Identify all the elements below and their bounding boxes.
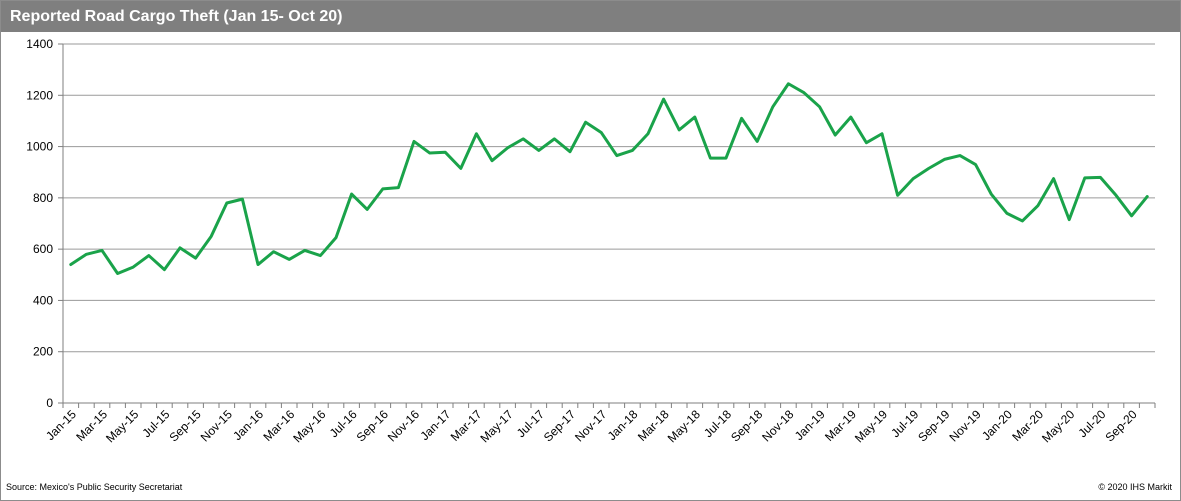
chart-title: Reported Road Cargo Theft (Jan 15- Oct 2… [10, 8, 343, 25]
y-tick-label: 1400 [26, 37, 53, 51]
x-tick-label: Jan-20 [979, 407, 1015, 443]
y-tick-label: 400 [33, 293, 53, 307]
x-tick-label: Nov-18 [759, 407, 796, 444]
y-tick-label: 800 [33, 191, 53, 205]
source-note: Source: Mexico's Public Security Secreta… [6, 482, 183, 492]
chart-header: Reported Road Cargo Theft (Jan 15- Oct 2… [1, 1, 1180, 32]
x-tick-label: May-17 [478, 407, 516, 445]
x-tick-label: May-19 [852, 407, 890, 445]
copyright-note: © 2020 IHS Markit [1098, 482, 1172, 492]
x-tick-label: May-15 [103, 407, 141, 445]
x-tick-label: Jan-18 [605, 407, 641, 443]
x-tick-label: Sep-17 [541, 407, 578, 444]
y-tick-label: 0 [46, 396, 53, 410]
x-tick-label: Nov-17 [572, 407, 609, 444]
x-tick-label: May-20 [1039, 407, 1077, 445]
x-tick-label: Sep-19 [915, 407, 952, 444]
x-tick-label: Jan-17 [417, 407, 453, 443]
x-tick-label: Jan-16 [230, 407, 266, 443]
x-tick-label: Jan-15 [43, 407, 79, 443]
y-tick-label: 200 [33, 345, 53, 359]
x-tick-label: Sep-20 [1102, 407, 1139, 444]
x-tick-label: Sep-16 [354, 407, 391, 444]
x-tick-label: Sep-15 [166, 407, 203, 444]
x-tick-label: May-18 [665, 407, 703, 445]
series-line [69, 82, 1149, 275]
y-tick-label: 1200 [26, 88, 53, 102]
y-tick-label: 600 [33, 242, 53, 256]
x-tick-label: May-16 [290, 407, 328, 445]
x-tick-label: Sep-18 [728, 407, 765, 444]
x-tick-label: Nov-15 [198, 407, 235, 444]
x-tick-label: Nov-16 [385, 407, 422, 444]
x-tick-label: Nov-19 [946, 407, 983, 444]
y-tick-label: 1000 [26, 140, 53, 154]
x-tick-label: Jan-19 [792, 407, 828, 443]
